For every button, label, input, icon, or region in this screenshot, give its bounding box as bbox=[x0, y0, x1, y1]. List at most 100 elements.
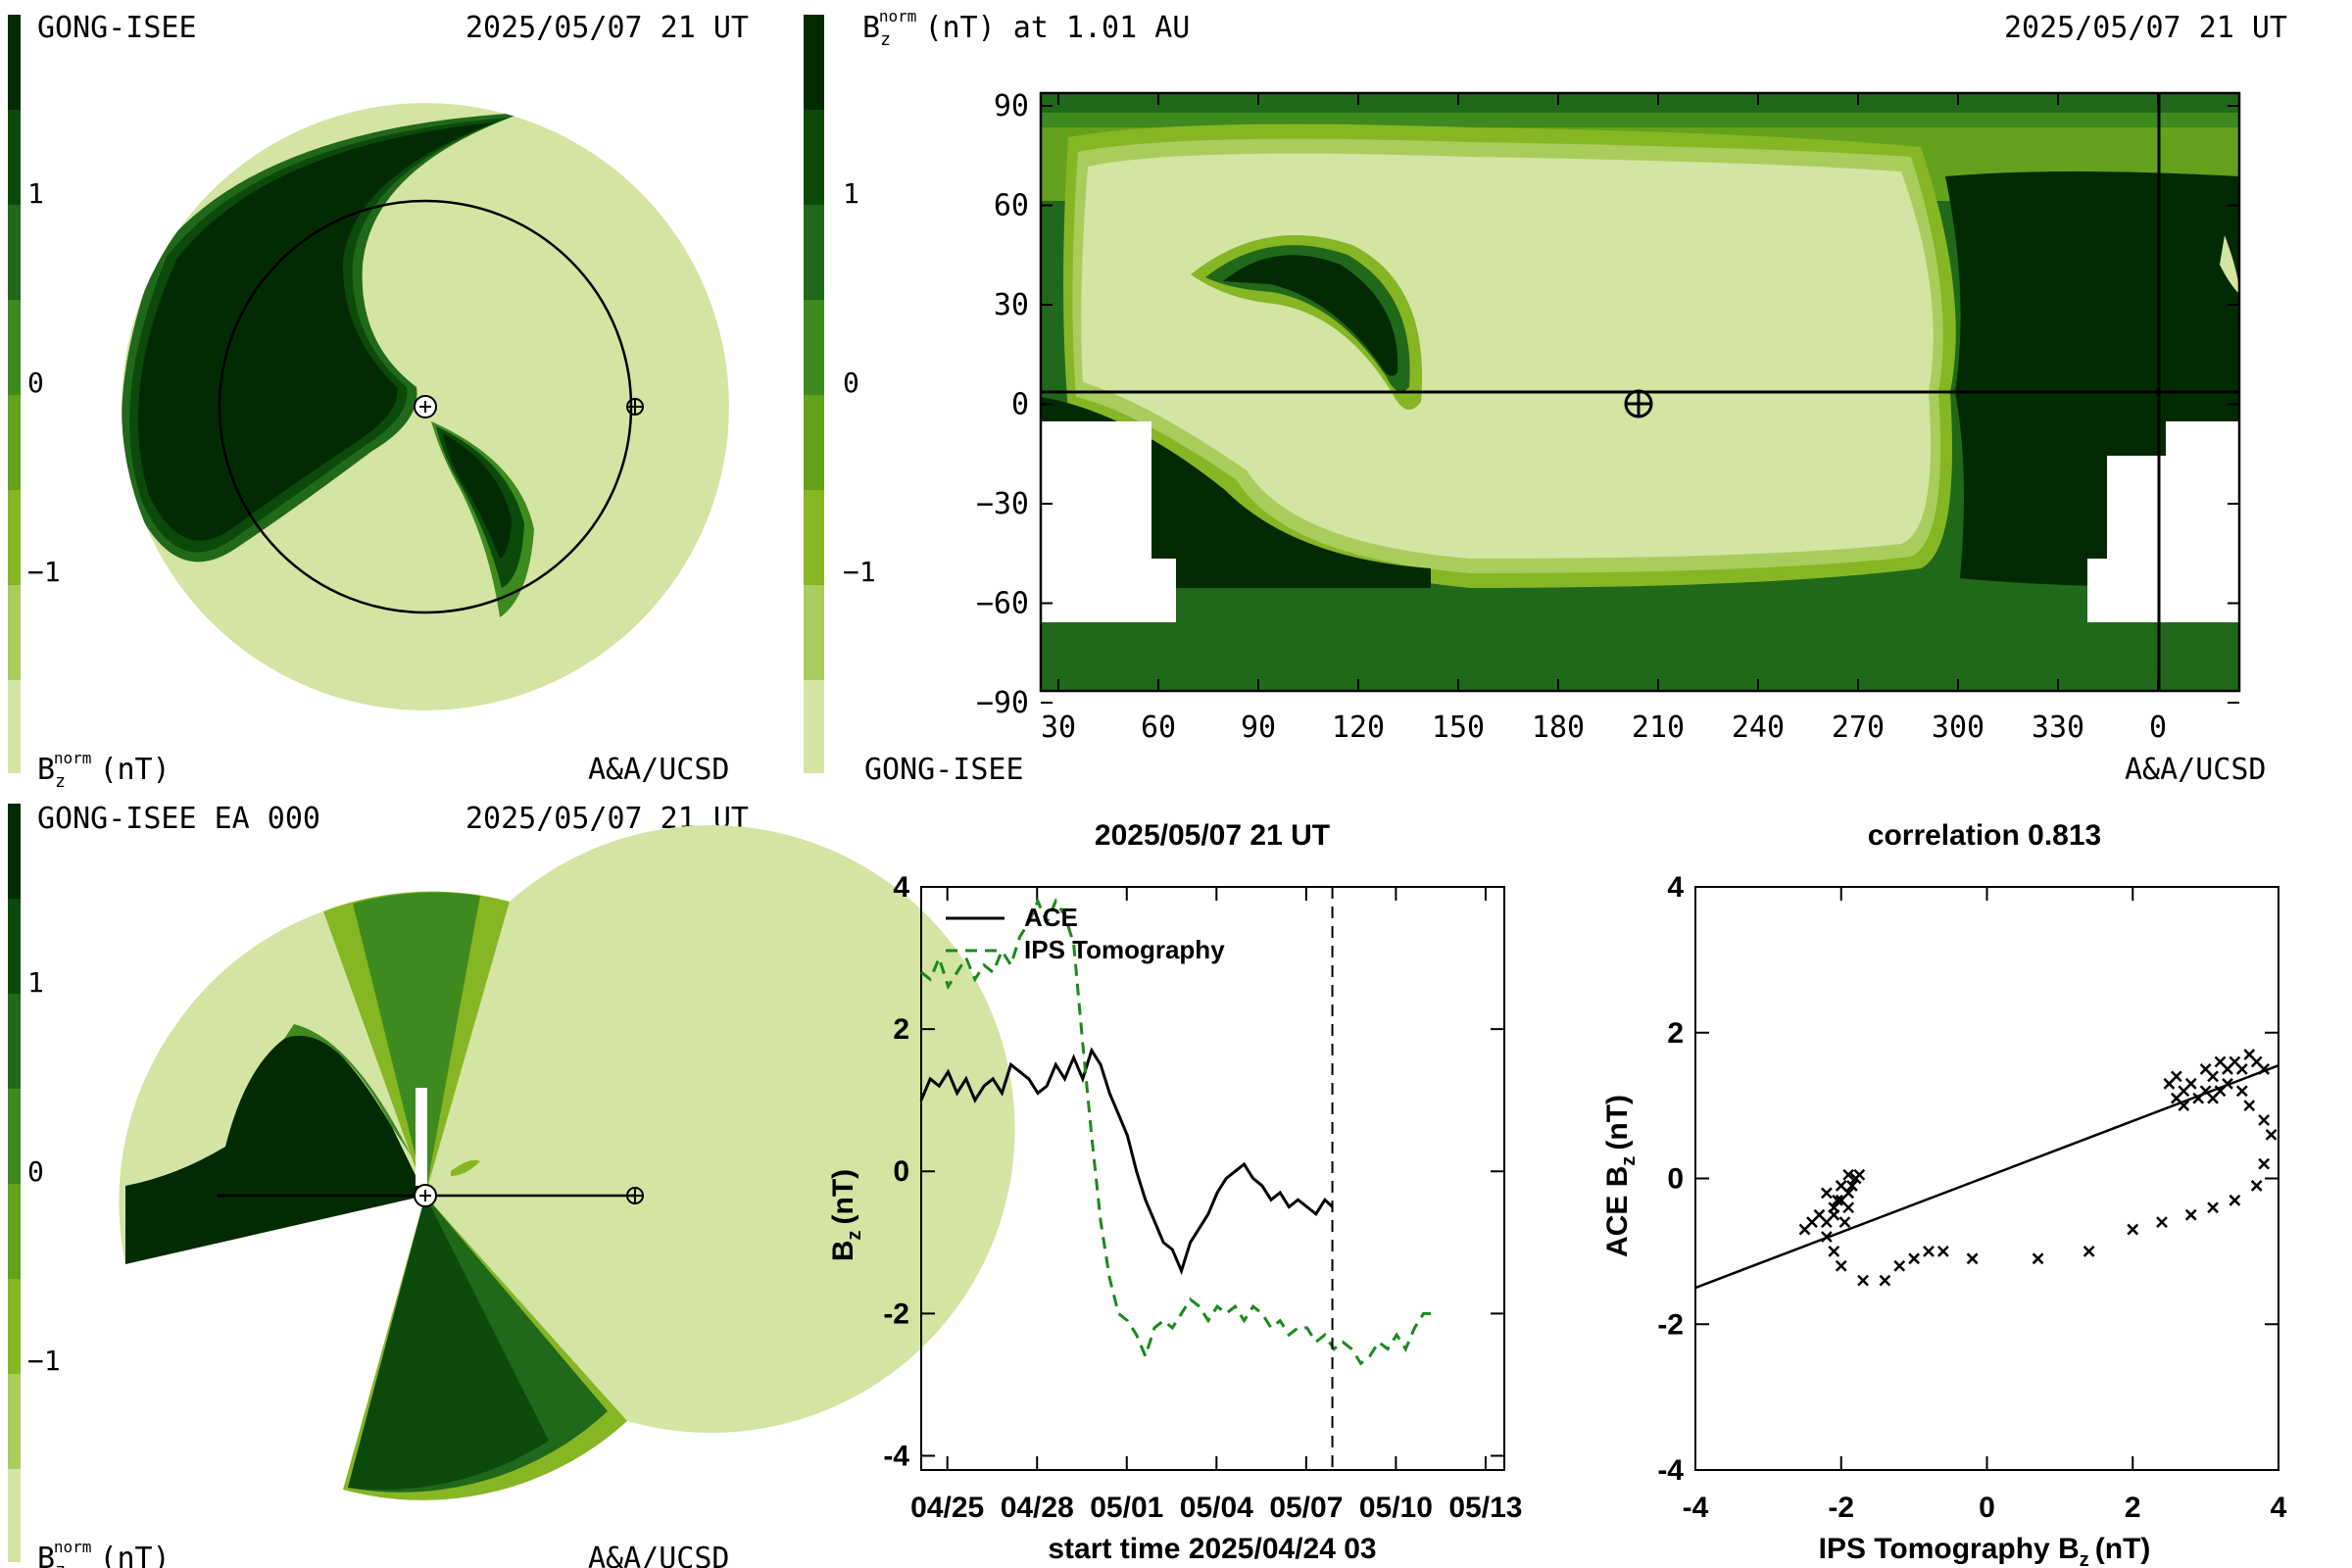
plot-frame bbox=[920, 886, 1505, 1471]
scatter-point bbox=[2207, 1092, 2219, 1104]
colorbar-segment-1 bbox=[8, 804, 21, 899]
x-tick-label: 04/28 bbox=[1001, 1492, 1074, 1524]
source-label: GONG-ISEE bbox=[37, 11, 197, 45]
colorbar-top-left: 1 0 −1 bbox=[8, 15, 61, 773]
lon-tick-label: 60 bbox=[1141, 710, 1176, 745]
panel-top-right: 1 0 −1 Bznorm (nT) at 1.01 AU 2025/05/07 … bbox=[804, 7, 2287, 787]
source-label: GONG-ISEE EA 000 bbox=[37, 802, 320, 836]
lon-tick-label: 210 bbox=[1632, 710, 1685, 745]
colorbar-segment-3 bbox=[8, 994, 21, 1089]
scatter-point bbox=[2222, 1077, 2233, 1090]
scatter-point bbox=[1923, 1245, 1935, 1257]
scatter-point bbox=[2184, 1077, 2197, 1090]
scatter-point bbox=[2127, 1223, 2139, 1236]
time-series-axes: 04/25 04/28 05/01 05/04 05/07 05/10 05/13 4 2 0 -2… bbox=[883, 871, 1522, 1524]
scatter-chart: correlation 0.813 -4 -2 0 2 4 4 2 0 -2 -4 ACE Bz(… bbox=[1601, 819, 2287, 1568]
colorbar-segment-4 bbox=[8, 1089, 21, 1184]
y-tick-label: -2 bbox=[883, 1298, 909, 1330]
scatter-point bbox=[2235, 1085, 2248, 1098]
scatter-point bbox=[2258, 1063, 2271, 1075]
colorbar-segment-5 bbox=[804, 395, 824, 490]
colorbar-segment-3 bbox=[804, 205, 824, 300]
scatter-point bbox=[1846, 1180, 1858, 1192]
chart-title: correlation 0.813 bbox=[1868, 819, 2101, 852]
scatter-point bbox=[1908, 1252, 1921, 1265]
y-tick-label: 0 bbox=[1667, 1163, 1684, 1196]
y-tick-label: -4 bbox=[1657, 1454, 1684, 1487]
colorbar-tick-label-minus1: −1 bbox=[27, 556, 61, 588]
colorbar-segment-6 bbox=[804, 490, 824, 585]
scatter-point bbox=[2258, 1157, 2271, 1170]
colorbar-tick-label-1: 1 bbox=[27, 177, 44, 210]
scatter-point bbox=[1820, 1231, 1833, 1243]
colorbar-top-right: 1 0 −1 bbox=[804, 15, 876, 773]
scatter-point bbox=[2235, 1063, 2248, 1075]
scatter-point bbox=[2184, 1208, 2197, 1221]
x-axis-title: start time 2025/04/24 03 bbox=[1048, 1533, 1376, 1565]
colorbar-tick-label-1: 1 bbox=[27, 966, 44, 999]
longitude-axis: 30 60 90 120 150 180 210 240 270 300 330 0 bbox=[1041, 93, 2167, 745]
colorbar-segment-7 bbox=[8, 585, 21, 680]
earth-marker-icon bbox=[626, 1187, 644, 1204]
scatter-point bbox=[1842, 1168, 1855, 1181]
colorbar-segment-7 bbox=[804, 585, 824, 680]
colorbar-segment-1 bbox=[804, 15, 824, 110]
lon-tick-label: 240 bbox=[1732, 710, 1785, 745]
x-axis-title: IPS Tomography Bz (nT) bbox=[1819, 1533, 2151, 1568]
scatter-points bbox=[1798, 1049, 2278, 1287]
lat-tick-label: −30 bbox=[976, 487, 1029, 521]
scatter-point bbox=[1966, 1252, 1979, 1265]
scatter-point bbox=[2243, 1100, 2256, 1112]
earth-marker-icon bbox=[626, 398, 644, 416]
ips-series-line bbox=[920, 897, 1433, 1366]
scatter-point bbox=[1879, 1274, 1891, 1287]
credit-label: A&A/UCSD bbox=[588, 1542, 730, 1568]
lon-tick-label: 90 bbox=[1241, 710, 1276, 745]
y-tick-label: 0 bbox=[893, 1155, 909, 1188]
lat-tick-label: 90 bbox=[994, 89, 1029, 123]
x-tick-label: 2 bbox=[2125, 1492, 2141, 1524]
colorbar-segment-8 bbox=[8, 1469, 21, 1562]
scatter-point bbox=[1835, 1259, 1847, 1272]
ace-series-line bbox=[919, 1047, 1334, 1276]
lat-tick-label: 0 bbox=[1011, 388, 1029, 422]
credit-label: A&A/UCSD bbox=[588, 753, 730, 787]
time-series-lines bbox=[919, 897, 1433, 1366]
x-tick-label: 05/04 bbox=[1180, 1492, 1253, 1524]
scatter-point bbox=[2170, 1070, 2182, 1083]
colorbar-segment-2 bbox=[8, 899, 21, 994]
scatter-point bbox=[1936, 1245, 1949, 1257]
scatter-point bbox=[2082, 1245, 2095, 1257]
y-tick-label: 2 bbox=[893, 1013, 909, 1046]
scatter-point bbox=[1838, 1216, 1851, 1229]
colorbar-segment-5 bbox=[8, 1184, 21, 1279]
x-tick-label: 05/10 bbox=[1359, 1492, 1433, 1524]
colorbar-segment-2 bbox=[804, 110, 824, 205]
lon-tick-label: 180 bbox=[1532, 710, 1585, 745]
x-tick-label: 04/25 bbox=[910, 1492, 984, 1524]
y-tick-label: -4 bbox=[883, 1440, 909, 1472]
colorbar-segment-8 bbox=[804, 680, 824, 773]
lat-tick-label: 30 bbox=[994, 288, 1029, 322]
scatter-point bbox=[2250, 1180, 2263, 1192]
solar-wind-disk-top-left bbox=[122, 103, 729, 710]
chart-title: 2025/05/07 21 UT bbox=[1095, 819, 1330, 852]
scatter-point bbox=[1820, 1187, 1833, 1200]
timestamp-label: 2025/05/07 21 UT bbox=[466, 11, 749, 45]
lon-tick-label: 330 bbox=[2032, 710, 2084, 745]
y-axis-title: Bz(nT) bbox=[827, 1169, 865, 1261]
lon-tick-label: 0 bbox=[2149, 710, 2167, 745]
colorbar-tick-label-minus1: −1 bbox=[27, 1345, 61, 1377]
colorbar-segment-4 bbox=[8, 300, 21, 395]
x-tick-label: 05/07 bbox=[1269, 1492, 1343, 1524]
colorbar-segment-6 bbox=[8, 490, 21, 585]
y-tick-label: 4 bbox=[1667, 871, 1684, 904]
panel-top-left: 1 0 −1 GONG-ISEE 2025/05/07 21 UT Bznorm… bbox=[8, 11, 749, 792]
colorbar-segment-7 bbox=[8, 1374, 21, 1469]
legend-label-ips: IPS Tomography bbox=[1024, 935, 1225, 964]
credit-label: A&A/UCSD bbox=[2125, 753, 2267, 787]
colorbar-segment-4 bbox=[804, 300, 824, 395]
legend-label-ace: ACE bbox=[1024, 903, 1078, 932]
colorbar-segment-1 bbox=[8, 15, 21, 110]
